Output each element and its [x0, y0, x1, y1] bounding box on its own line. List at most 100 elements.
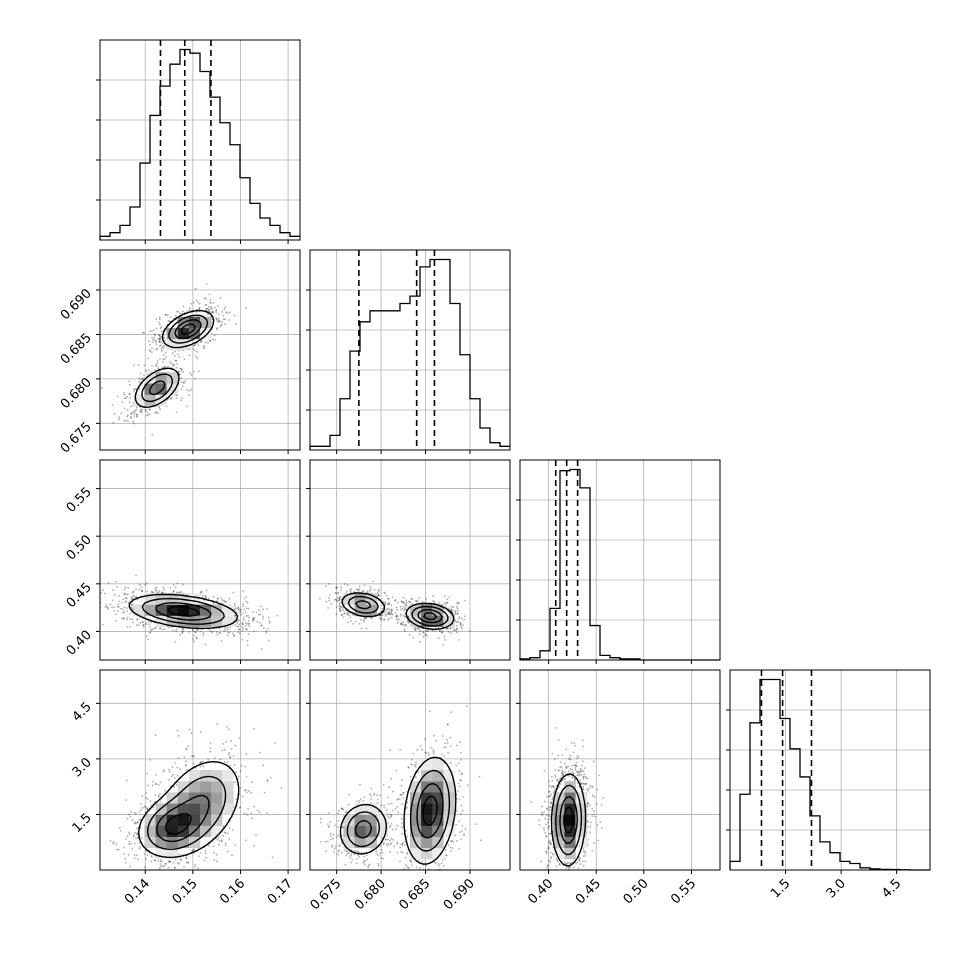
sample-point	[175, 641, 177, 643]
sample-point	[119, 601, 121, 603]
sample-point	[587, 826, 589, 828]
sample-point	[462, 624, 464, 626]
sample-point	[227, 634, 229, 636]
sample-point	[565, 889, 567, 891]
sample-point	[583, 770, 585, 772]
sample-point	[164, 790, 166, 792]
sample-point	[216, 631, 218, 633]
sample-point	[378, 865, 380, 867]
sample-point	[189, 307, 191, 309]
panel-content	[86, 575, 303, 650]
sample-point	[345, 854, 347, 856]
sample-point	[248, 625, 250, 627]
sample-point	[426, 874, 428, 876]
sample-point	[243, 812, 245, 814]
sample-point	[162, 866, 164, 868]
sample-point	[400, 785, 402, 787]
sample-point	[211, 631, 213, 633]
sample-point	[421, 749, 423, 751]
sample-point	[456, 744, 458, 746]
sample-point	[401, 827, 403, 829]
sample-point	[563, 872, 565, 874]
sample-point	[220, 297, 222, 299]
sample-point	[601, 804, 603, 806]
sample-point	[570, 754, 572, 756]
sample-point	[556, 879, 558, 881]
sample-point	[382, 852, 384, 854]
sample-point	[136, 832, 138, 834]
sample-point	[239, 628, 241, 630]
sample-point	[140, 378, 142, 380]
sample-point	[171, 766, 173, 768]
sample-point	[401, 601, 403, 603]
sample-point	[209, 751, 211, 753]
sample-point	[479, 776, 481, 778]
sample-point	[414, 627, 416, 629]
sample-point	[426, 635, 428, 637]
sample-point	[450, 746, 452, 748]
hist-bin	[750, 723, 760, 870]
sample-point	[556, 779, 558, 781]
sample-point	[111, 606, 113, 608]
sample-point	[163, 354, 165, 356]
sample-point	[145, 806, 147, 808]
sample-point	[197, 867, 199, 869]
sample-point	[241, 765, 243, 767]
sample-point	[157, 592, 159, 594]
sample-point	[560, 877, 562, 879]
sample-point	[337, 854, 339, 856]
sample-point	[196, 637, 198, 639]
sample-point	[573, 866, 575, 868]
sample-point	[187, 745, 189, 747]
sample-point	[467, 784, 469, 786]
sample-point	[539, 824, 541, 826]
sample-point	[163, 347, 165, 349]
sample-point	[325, 585, 327, 587]
sample-point	[155, 364, 157, 366]
sample-point	[258, 609, 260, 611]
sample-point	[134, 843, 136, 845]
sample-point	[186, 748, 188, 750]
sample-point	[346, 850, 348, 852]
sample-point	[219, 840, 221, 842]
sample-point	[343, 616, 345, 618]
sample-point	[129, 613, 131, 615]
sample-point	[234, 745, 236, 747]
sample-point	[245, 600, 247, 602]
sample-point	[383, 807, 385, 809]
sample-point	[193, 371, 195, 373]
sample-point	[455, 764, 457, 766]
sample-point	[571, 772, 573, 774]
sample-point	[114, 594, 116, 596]
sample-point	[444, 639, 446, 641]
sample-point	[422, 631, 424, 633]
sample-point	[122, 598, 124, 600]
sample-point	[396, 806, 398, 808]
hist-bin	[590, 626, 600, 660]
x-tick-label: 0.15	[170, 876, 201, 907]
sample-point	[228, 754, 230, 756]
sample-point	[548, 780, 550, 782]
sample-point	[117, 606, 119, 608]
sample-point	[243, 619, 245, 621]
sample-point	[228, 728, 230, 730]
hist-bin	[780, 718, 790, 870]
hist-bin	[470, 399, 480, 450]
hist-bin	[200, 72, 210, 240]
sample-point	[571, 765, 573, 767]
sample-point	[176, 411, 178, 413]
sample-point	[450, 840, 452, 842]
sample-point	[104, 593, 106, 595]
sample-point	[109, 603, 111, 605]
sample-point	[213, 596, 215, 598]
sample-point	[561, 754, 563, 756]
sample-point	[250, 813, 252, 815]
sample-point	[389, 817, 391, 819]
sample-point	[560, 761, 562, 763]
sample-point	[547, 905, 549, 907]
sample-point	[228, 838, 230, 840]
sample-point	[561, 775, 563, 777]
sample-point	[561, 773, 563, 775]
sample-point	[156, 362, 158, 364]
sample-point	[347, 584, 349, 586]
